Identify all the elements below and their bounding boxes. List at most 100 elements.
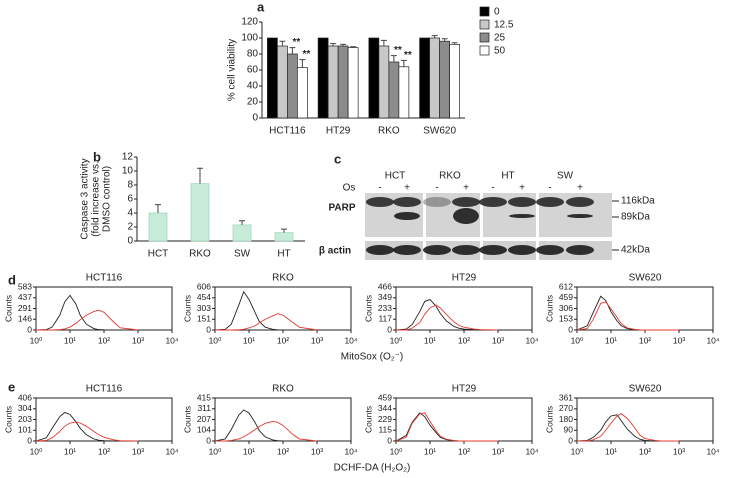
chart-title: HT29: [452, 273, 477, 284]
y-tick-label: 20: [247, 97, 259, 108]
y-tick-label: 6: [127, 194, 133, 205]
error-bar: [441, 38, 448, 42]
y-tick-label: 361: [559, 392, 573, 402]
histogram-line: [215, 313, 318, 331]
x-tick-label: 10¹: [64, 446, 76, 456]
legend-swatch: [479, 45, 490, 56]
histogram-line: [576, 301, 679, 331]
error-bar: [281, 228, 287, 233]
x-tick-label: 10³: [132, 446, 144, 456]
error-bar: [299, 59, 306, 68]
panel-label: b: [93, 149, 101, 164]
error-bar: [400, 59, 407, 67]
y-tick-label: 437: [18, 292, 32, 302]
y-tick-label: 207: [197, 414, 211, 424]
blot-band: [393, 245, 421, 255]
blot-band: [509, 214, 535, 218]
error-bar: [289, 47, 296, 54]
y-tick-label: 2: [127, 222, 133, 233]
y-tick-label: 583: [18, 281, 32, 291]
condition-label: +: [463, 183, 469, 194]
y-tick-label: 0: [27, 324, 32, 334]
chart-title: RKO: [272, 384, 294, 395]
legend-label: 50: [494, 46, 506, 57]
blot-band: [393, 197, 421, 207]
y-tick-label: 0: [252, 113, 258, 124]
x-tick-label: 10¹: [64, 335, 76, 345]
y-tick-label: 12: [122, 152, 134, 163]
bar: [378, 45, 390, 119]
chart-title: HCT116: [86, 273, 123, 284]
x-tick-label: HCT: [148, 249, 169, 260]
bar: [419, 37, 430, 119]
histogram-line: [214, 290, 317, 331]
histogram-line: [35, 421, 139, 442]
y-axis-label: (fold increase vs.: [91, 161, 102, 237]
y-tick-label: 151: [197, 314, 211, 324]
y-tick-label: 180: [559, 414, 573, 424]
blot-band: [366, 197, 394, 207]
histogram-line: [577, 413, 679, 442]
row-label: β actin: [319, 246, 351, 257]
y-tick-label: 115: [378, 424, 392, 434]
condition-label: -: [378, 183, 381, 194]
x-tick-label: 10⁰: [209, 335, 222, 345]
panel-label: d: [8, 272, 16, 287]
lane-label: SW: [557, 171, 574, 182]
annotation: **: [404, 50, 412, 61]
histogram-line: [576, 295, 679, 331]
condition-label: +: [519, 183, 525, 194]
x-tick-label: 10³: [132, 335, 144, 345]
x-tick-label: 10²: [639, 446, 651, 456]
bar: [274, 232, 294, 242]
y-tick-label: 0: [387, 324, 392, 334]
histogram-line: [35, 411, 138, 442]
treatment-label: Os: [343, 183, 356, 194]
y-tick-label: 606: [197, 281, 211, 291]
y-tick-label: 291: [18, 303, 32, 313]
blot-band: [452, 197, 480, 207]
bar: [449, 44, 460, 119]
chart-title: HCT116: [86, 384, 123, 395]
x-tick-label: 10²: [277, 335, 289, 345]
blot-band: [479, 197, 507, 207]
chart-title: RKO: [272, 273, 294, 284]
annotation: **: [302, 49, 310, 60]
bar: [347, 47, 359, 119]
bar: [297, 67, 308, 119]
error-bar: [390, 55, 397, 62]
blot-band: [452, 245, 480, 255]
y-tick-label: 229: [378, 414, 392, 424]
bar: [277, 45, 288, 119]
error-bar: [330, 43, 337, 46]
bar: [429, 37, 440, 119]
x-tick-label: 10⁴: [525, 335, 538, 345]
y-axis-label: Counts: [3, 406, 13, 433]
x-tick-label: 10⁰: [571, 446, 584, 456]
panel-label: c: [334, 151, 341, 166]
bar: [190, 183, 210, 242]
x-tick-label: 10²: [98, 335, 110, 345]
y-tick-label: 459: [559, 292, 573, 302]
y-axis-label: Counts: [363, 406, 373, 433]
y-tick-label: 146: [18, 313, 32, 323]
bar: [232, 224, 252, 242]
y-tick-label: 306: [559, 303, 573, 313]
x-tick-label: 10⁴: [525, 446, 538, 456]
y-tick-label: 311: [197, 403, 211, 413]
marker-label: 89kDa: [621, 212, 650, 223]
y-tick-label: 60: [247, 65, 259, 76]
y-tick-label: 0: [206, 324, 211, 334]
x-tick-label: 10²: [639, 335, 651, 345]
y-tick-label: 349: [378, 292, 392, 302]
condition-label: +: [404, 183, 410, 194]
plot-frame: [214, 286, 352, 331]
x-tick-label: 10⁴: [344, 446, 357, 456]
histogram-line: [576, 414, 679, 442]
legend-swatch: [479, 6, 490, 17]
x-tick-label: RKO: [189, 249, 211, 260]
bar: [337, 45, 349, 119]
y-tick-label: 454: [197, 292, 211, 302]
legend-label: 25: [494, 33, 506, 44]
